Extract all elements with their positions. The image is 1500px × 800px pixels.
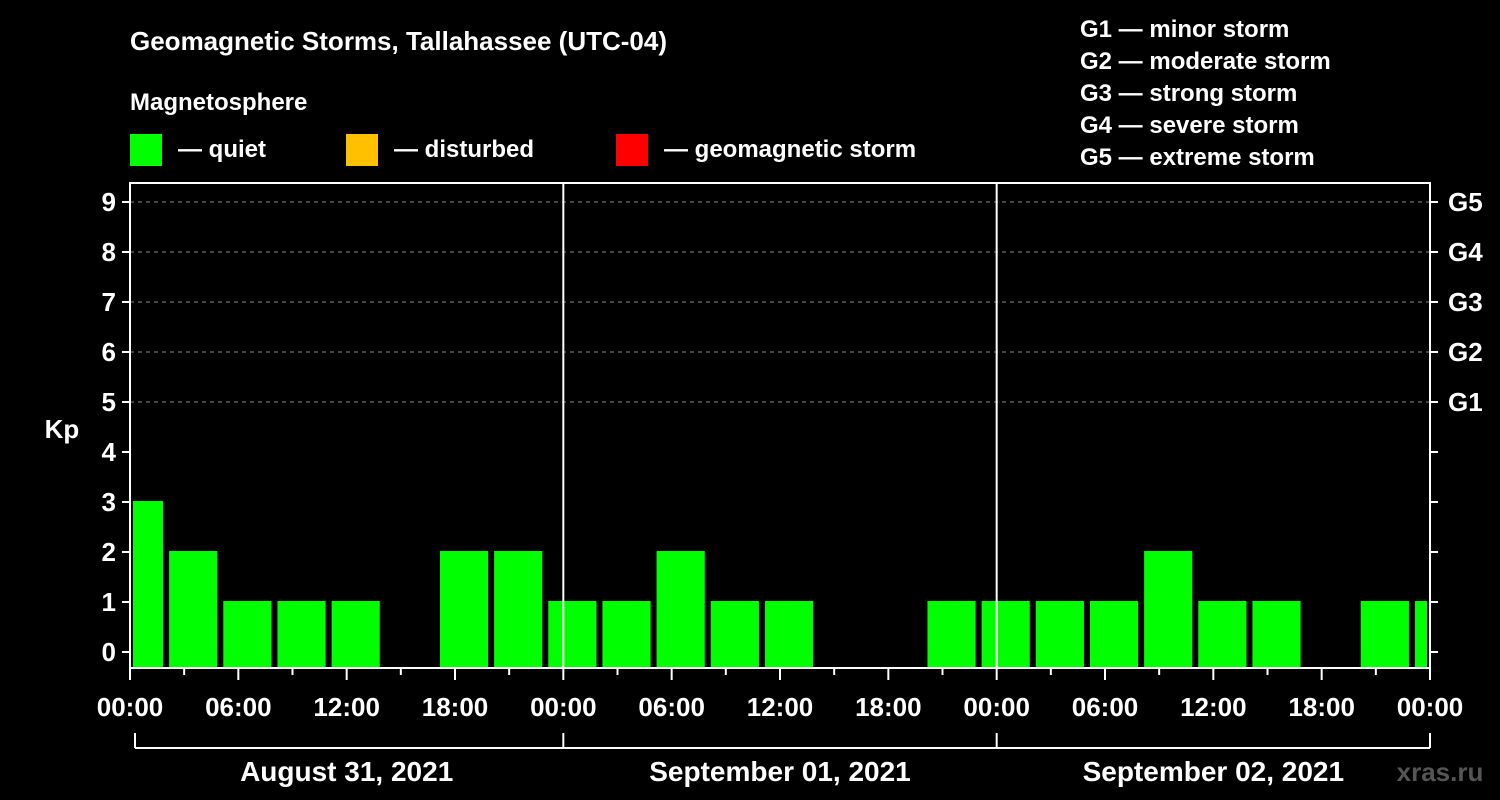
kp-bar	[548, 601, 596, 668]
x-tick-label: 00:00	[97, 692, 164, 722]
kp-bar	[1036, 601, 1084, 668]
day-label: August 31, 2021	[240, 756, 453, 787]
kp-bar	[332, 601, 380, 668]
x-tick-label: 06:00	[638, 692, 705, 722]
kp-bar	[711, 601, 759, 668]
y-tick-label: 2	[102, 537, 116, 567]
storm-scale-item: G2 — moderate storm	[1080, 48, 1331, 75]
x-tick-label: 18:00	[1288, 692, 1355, 722]
x-tick-label: 12:00	[1180, 692, 1247, 722]
x-tick-label: 06:00	[205, 692, 272, 722]
kp-bar	[602, 601, 650, 668]
right-tick-label: G3	[1448, 287, 1483, 317]
x-tick-label: 06:00	[1072, 692, 1139, 722]
x-tick-label: 12:00	[747, 692, 814, 722]
gridlines	[130, 202, 1430, 402]
kp-bar	[657, 551, 705, 668]
x-axis: 00:00 06:00 12:00 18:00 00:00 06:00 12:00 18:00…	[97, 668, 1464, 787]
y-tick-label: 1	[102, 587, 116, 617]
kp-bar	[494, 551, 542, 668]
kp-bar	[223, 601, 271, 668]
right-tick-label: G4	[1448, 237, 1483, 267]
right-tick-label: G1	[1448, 387, 1483, 417]
legend-label: — geomagnetic storm	[664, 136, 916, 163]
legend-label: — quiet	[178, 136, 266, 163]
x-tick-label: 18:00	[855, 692, 922, 722]
kp-bar	[440, 551, 488, 668]
kp-bar	[1361, 601, 1409, 668]
kp-bar	[927, 601, 975, 668]
x-tick-label: 00:00	[530, 692, 597, 722]
kp-bar	[277, 601, 325, 668]
kp-bar	[1415, 601, 1427, 668]
day-label: September 01, 2021	[649, 756, 911, 787]
right-axis: G1 G2 G3 G4 G5	[1430, 187, 1483, 652]
day-label: September 02, 2021	[1083, 756, 1345, 787]
y-axis-label: Kp	[45, 414, 80, 444]
x-tick-label: 00:00	[1397, 692, 1464, 722]
legend-title: Magnetosphere	[130, 89, 307, 116]
y-tick-label: 7	[102, 287, 116, 317]
legend-label: — disturbed	[394, 136, 534, 163]
y-axis: 0 1 2 3 4 5 6 7 8 9	[102, 187, 130, 667]
x-tick-label: 18:00	[422, 692, 489, 722]
kp-bar	[1252, 601, 1300, 668]
legend-swatch	[130, 134, 162, 166]
kp-bar	[169, 551, 217, 668]
kp-bar	[765, 601, 813, 668]
plot-border	[130, 183, 1430, 668]
storm-scale-item: G1 — minor storm	[1080, 16, 1289, 43]
kp-bar	[1198, 601, 1246, 668]
legend-swatch	[616, 134, 648, 166]
y-tick-label: 0	[102, 637, 116, 667]
bars	[133, 501, 1427, 668]
right-tick-label: G5	[1448, 187, 1483, 217]
y-tick-label: 8	[102, 237, 116, 267]
watermark: xras.ru	[1397, 757, 1484, 787]
right-tick-label: G2	[1448, 337, 1483, 367]
kp-bar	[133, 501, 163, 668]
y-tick-label: 5	[102, 387, 116, 417]
storm-scale-item: G3 — strong storm	[1080, 80, 1297, 107]
kp-bar	[1144, 551, 1192, 668]
x-tick-label: 00:00	[963, 692, 1030, 722]
y-tick-label: 6	[102, 337, 116, 367]
legend-swatch	[346, 134, 378, 166]
storm-scale-item: G4 — severe storm	[1080, 112, 1299, 139]
storm-scale-item: G5 — extreme storm	[1080, 144, 1315, 171]
x-tick-label: 12:00	[313, 692, 380, 722]
legend: — quiet — disturbed — geomagnetic storm	[130, 134, 916, 166]
y-tick-label: 4	[102, 437, 117, 467]
kp-bar	[1090, 601, 1138, 668]
plot-frame	[130, 183, 1430, 668]
kp-bar	[982, 601, 1030, 668]
y-tick-label: 9	[102, 187, 116, 217]
y-tick-label: 3	[102, 487, 116, 517]
storm-scale-legend: G1 — minor storm G2 — moderate storm G3 — …	[1080, 16, 1331, 171]
chart-title: Geomagnetic Storms, Tallahassee (UTC-04)	[130, 26, 667, 56]
